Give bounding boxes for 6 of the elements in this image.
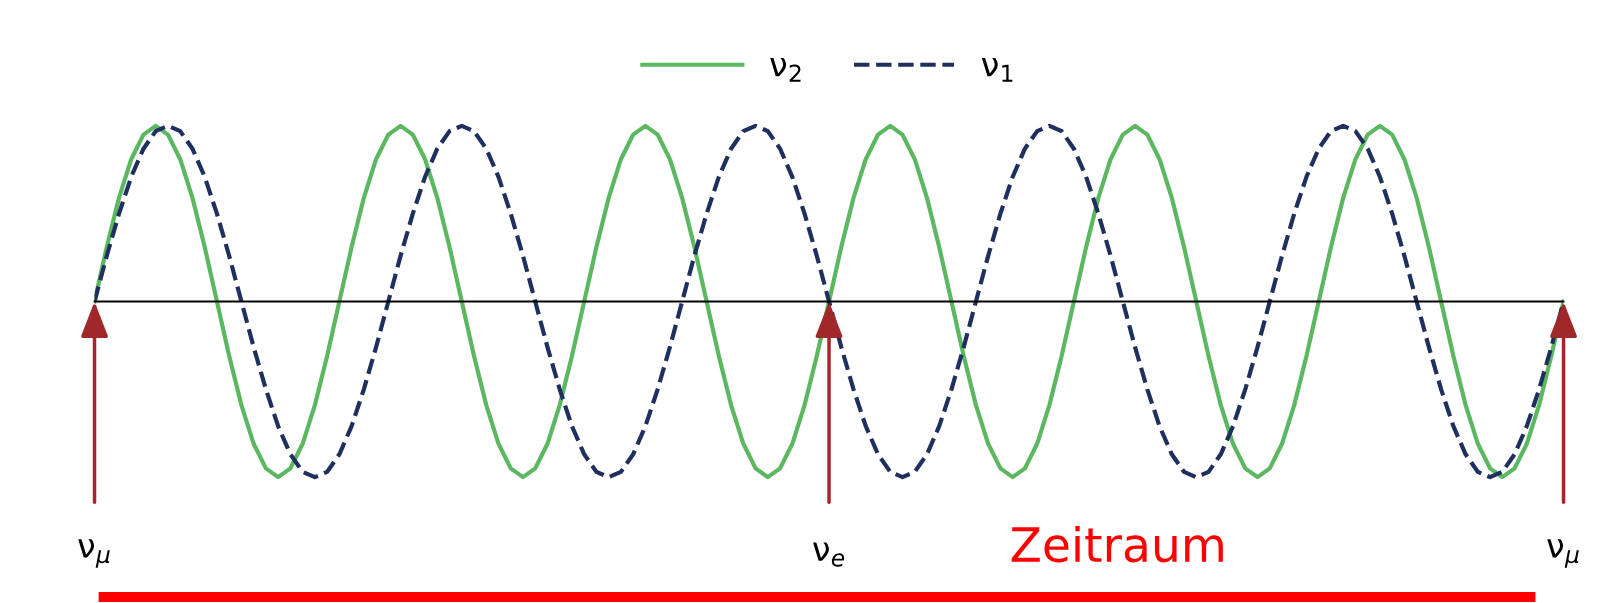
text: ν$_{e}$ xyxy=(813,542,845,567)
text: Zeitraum xyxy=(1011,525,1223,563)
legend-label: ν$_{2}$ xyxy=(770,58,801,82)
text: ν$_{μ}$ xyxy=(1547,539,1579,568)
legend-label: ν$_{1}$ xyxy=(981,58,1013,82)
text: ν$_{μ}$ xyxy=(78,539,110,568)
